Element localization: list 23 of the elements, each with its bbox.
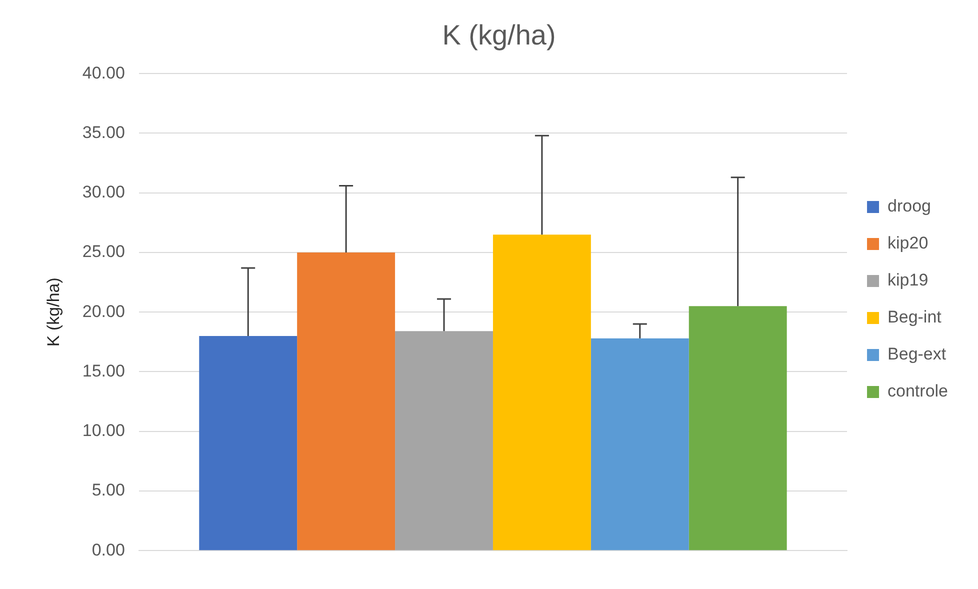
- bar: [590, 338, 689, 550]
- bar: [492, 234, 591, 550]
- chart-title: K (kg/ha): [442, 20, 556, 51]
- y-tick-label: 20.00: [82, 302, 125, 321]
- y-tick-label: 15.00: [82, 361, 125, 380]
- legend-label: controle: [888, 382, 948, 401]
- y-tick-label: 40.00: [82, 63, 125, 82]
- legend-label: kip19: [888, 270, 928, 290]
- legend-label: droog: [888, 196, 932, 216]
- y-tick-label: 30.00: [82, 182, 125, 202]
- legend-label: kip20: [888, 234, 928, 253]
- bar: [199, 336, 298, 550]
- bar: [297, 252, 396, 550]
- y-tick-label: 25.00: [82, 242, 125, 262]
- bar: [395, 331, 493, 550]
- y-tick-label: 10.00: [82, 421, 125, 440]
- bar: [688, 306, 787, 550]
- y-tick-label: 5.00: [92, 480, 125, 500]
- legend-label: Beg-int: [888, 308, 942, 327]
- y-tick-label: 35.00: [82, 122, 125, 142]
- y-axis-title: K (kg/ha): [44, 278, 63, 347]
- legend-label: Beg-ext: [888, 344, 946, 364]
- y-tick-label: 0.00: [92, 540, 125, 560]
